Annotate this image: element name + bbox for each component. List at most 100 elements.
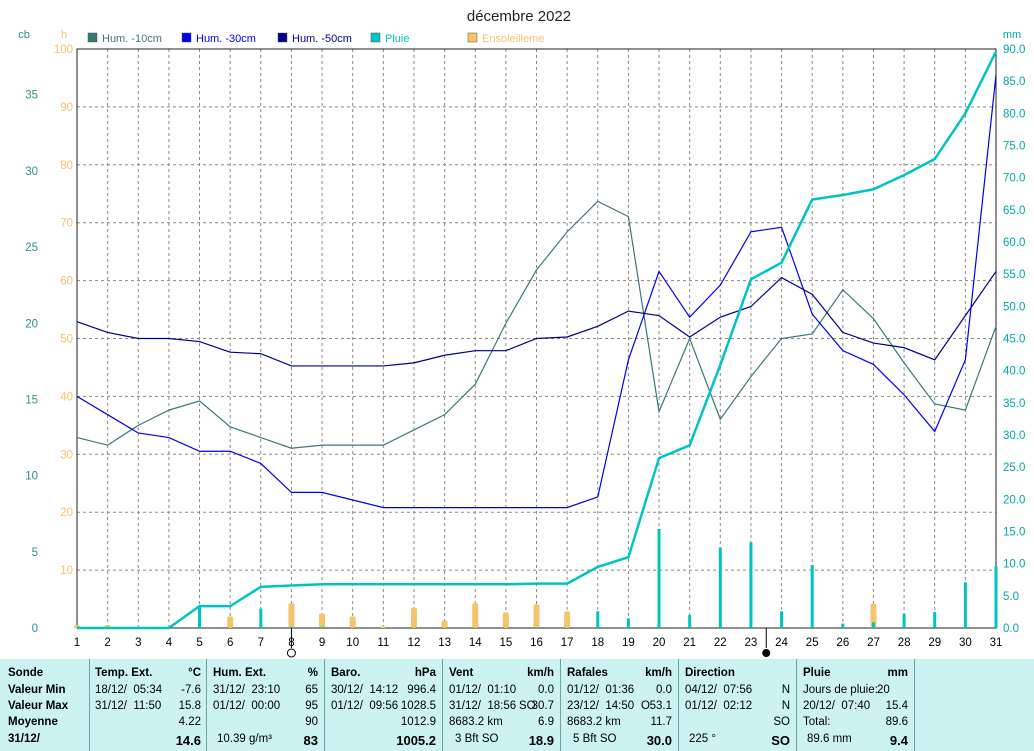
rain-bar [198, 606, 202, 628]
tick-label-h: 80 [60, 160, 73, 172]
tick-label-h: 40 [60, 391, 73, 403]
tick-label-mm: 40.0 [1003, 366, 1025, 378]
tick-label-cb: 25 [25, 242, 38, 254]
hum-max: 95 [305, 700, 318, 712]
sunshine-bar [349, 616, 356, 628]
rafales-title: Rafales [567, 667, 608, 679]
tick-label-mm: 75.0 [1003, 141, 1025, 153]
temp-unit: °C [188, 667, 201, 679]
rain-bar [749, 542, 753, 628]
tick-label-x: 13 [438, 637, 451, 649]
tick-label-h: 10 [60, 565, 73, 577]
rain-bar [596, 611, 600, 628]
axis-label-mm: mm [1003, 29, 1021, 41]
legend-label: Hum. -10cm [102, 33, 162, 45]
sunshine-bar [502, 612, 509, 628]
tick-label-x: 29 [928, 637, 941, 649]
vent-max: 30.7 [531, 700, 554, 712]
tick-label-h: 30 [60, 449, 73, 461]
tick-label-h: 70 [60, 218, 73, 230]
tick-label-mm: 5.0 [1003, 591, 1019, 603]
temp-avg: 4.22 [178, 716, 201, 728]
hum-absolute: 10.39 g/m³ [217, 733, 272, 745]
series-line-hum30cm [76, 74, 997, 509]
rain-bar [289, 626, 293, 628]
pluie-max: 15.4 [885, 700, 908, 712]
sunshine-bar [319, 613, 326, 628]
tick-label-h: 90 [60, 102, 73, 114]
tick-label-cb: 10 [25, 471, 38, 483]
vent-max-dir: SO [519, 700, 536, 712]
baro-avg: 1012.9 [400, 716, 436, 728]
direction-degrees: 225 ° [689, 733, 716, 745]
rain-bar [841, 623, 845, 628]
new-moon-icon [286, 648, 296, 658]
temp-min-at: 18/12/ 05:34 [95, 684, 163, 696]
direction-current: SO [771, 733, 790, 748]
tick-label-x: 16 [530, 637, 543, 649]
rafales-section: Rafales km/h 01/12/ 01:36 0.0 23/12/ 14:… [560, 659, 678, 751]
rafales-max-dir: O [641, 700, 650, 712]
series-line-pluie-cumul [77, 51, 998, 630]
pluie-title: Pluie [803, 667, 831, 679]
tick-label-cb: 20 [25, 318, 38, 330]
tick-label-mm: 50.0 [1003, 301, 1025, 313]
tick-label-x: 18 [591, 637, 604, 649]
tick-label-x: 15 [499, 637, 512, 649]
temp-title: Temp. Ext. [95, 667, 153, 679]
tick-label-h: 100 [54, 44, 73, 56]
rain-bar [902, 613, 906, 628]
vent-unit: km/h [527, 667, 554, 679]
tick-label-mm: 20.0 [1003, 494, 1025, 506]
vent-current: 18.9 [528, 733, 554, 748]
legend-label: Pluie [385, 33, 409, 45]
rafales-max: 53.1 [649, 700, 672, 712]
rain-bar [994, 566, 998, 628]
baro-section: Baro. hPa 30/12/ 14:12 996.4 01/12/ 09:5… [324, 659, 442, 751]
temp-max: 15.8 [178, 700, 201, 712]
pluie-current: 9.4 [889, 733, 908, 748]
tick-label-x: 6 [227, 637, 233, 649]
vent-beaufort: 3 Bft SO [455, 733, 499, 745]
tick-label-mm: 0.0 [1003, 623, 1019, 635]
sunshine-bar [472, 603, 479, 628]
rain-bar [688, 615, 692, 628]
tick-label-cb: 15 [25, 394, 38, 406]
tick-label-mm: 60.0 [1003, 237, 1025, 249]
sunshine-bar [227, 616, 234, 628]
tick-label-mm: 80.0 [1003, 108, 1025, 120]
tick-label-x: 22 [714, 637, 727, 649]
temp-min: -7.6 [181, 684, 201, 696]
temp-current: 14.6 [175, 733, 201, 748]
tick-label-cb: 35 [25, 90, 38, 102]
vent-min: 0.0 [538, 684, 554, 696]
rafales-current: 30.0 [646, 733, 672, 748]
tick-label-x: 1 [74, 637, 80, 649]
tick-label-mm: 85.0 [1003, 76, 1025, 88]
tick-label-x: 2 [104, 637, 110, 649]
tick-label-x: 3 [135, 637, 141, 649]
tick-label-x: 12 [408, 637, 421, 649]
tick-label-h: 60 [60, 276, 73, 288]
rain-bar [871, 622, 875, 628]
legend-swatch [467, 32, 478, 43]
rafales-min-at: 01/12/ 01:36 [567, 684, 635, 696]
tick-label-x: 31 [990, 637, 1003, 649]
rain-bar [933, 611, 937, 628]
pluie-unit: mm [887, 667, 908, 679]
baro-title: Baro. [331, 667, 361, 679]
tick-label-x: 30 [959, 637, 972, 649]
tick-label-x: 19 [622, 637, 635, 649]
avg-label: Moyenne [8, 716, 58, 728]
rafales-max-at: 23/12/ 14:50 [567, 700, 635, 712]
tick-label-cb: 5 [32, 547, 38, 559]
sunshine-bar [533, 604, 540, 628]
rafales-beaufort: 5 Bft SO [573, 733, 617, 745]
hum-title: Hum. Ext. [213, 667, 267, 679]
pluie-total: 89.6 [885, 716, 908, 728]
rafales-distance: 8683.2 km [567, 716, 621, 728]
baro-min: 996.4 [407, 684, 436, 696]
rain-bar [810, 564, 814, 628]
vent-title: Vent [449, 667, 474, 679]
labels-section: Sonde Valeur Min Valeur Max Moyenne 31/1… [0, 659, 90, 751]
